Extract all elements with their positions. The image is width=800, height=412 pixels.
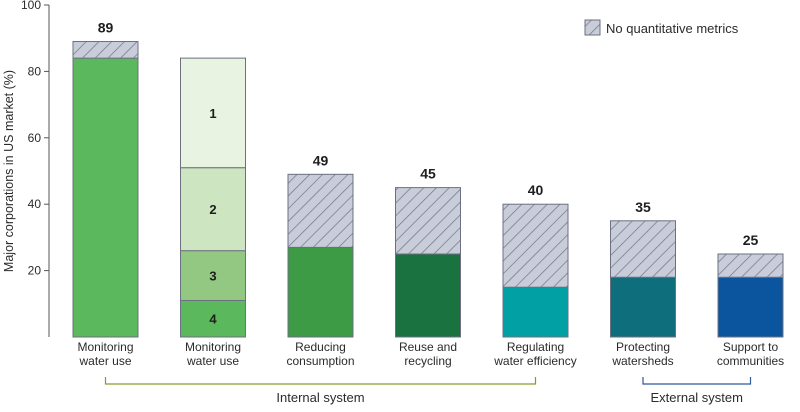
bar-segment [72, 57, 139, 338]
x-tick-label: consumption [286, 354, 354, 368]
bar-segment [395, 253, 461, 338]
segment-label: 1 [209, 106, 216, 121]
bar-value-label: 35 [635, 199, 651, 215]
bar-segment-no-metrics [287, 173, 354, 248]
bar-group [72, 41, 139, 338]
bar-value-label: 40 [528, 182, 544, 198]
x-tick-label: Monitoring [185, 340, 241, 354]
y-tick-label: 40 [28, 197, 42, 211]
bar-segment [180, 57, 246, 169]
legend-swatch [584, 19, 601, 36]
x-tick-label: Regulating [507, 340, 564, 354]
y-axis-label: Major corporations in US market (%) [2, 70, 16, 272]
bar-value-label: 25 [743, 232, 759, 248]
bar-segment-no-metrics [610, 220, 676, 278]
y-tick-label: 60 [28, 131, 42, 145]
bar-group [502, 203, 569, 338]
bar-value-label: 45 [420, 166, 436, 182]
segment-label: 2 [209, 202, 216, 217]
x-tick-label: water efficiency [493, 354, 576, 368]
bar-group [717, 253, 784, 338]
x-tick-label: communities [717, 354, 784, 368]
external-system-label: External system [651, 390, 743, 405]
bar-segment-no-metrics [395, 187, 461, 255]
bar-group [610, 220, 676, 338]
x-tick-label: water use [78, 354, 131, 368]
segment-label: 3 [209, 269, 216, 284]
y-tick-label: 100 [21, 0, 41, 12]
segment-label: 4 [209, 312, 217, 327]
bar-segment [502, 286, 569, 338]
bar-segment [180, 299, 246, 338]
bar-segment-no-metrics [717, 253, 784, 278]
x-tick-label: watersheds [611, 354, 673, 368]
bar-segment-no-metrics [72, 41, 139, 59]
x-tick-label: Support to [723, 340, 779, 354]
internal-system-label: Internal system [276, 390, 364, 405]
y-tick-label: 20 [28, 264, 42, 278]
bar-group [180, 57, 246, 338]
x-tick-label: Protecting [616, 340, 670, 354]
bar-segment [180, 250, 246, 301]
bar-segment-no-metrics [502, 203, 569, 288]
bar-segment [717, 276, 784, 338]
bar-segment [610, 276, 676, 338]
internal-system-bracket [104, 377, 537, 385]
bar-value-label: 89 [98, 20, 114, 36]
bar-segment [180, 167, 246, 252]
external-system-bracket [642, 377, 752, 385]
x-tick-label: water use [186, 354, 239, 368]
legend-label: No quantitative metrics [606, 21, 739, 36]
bar-value-label: 49 [313, 152, 329, 168]
x-tick-label: recycling [404, 354, 451, 368]
bar-segment [287, 246, 354, 338]
y-tick-label: 80 [28, 64, 42, 78]
x-tick-label: Monitoring [77, 340, 133, 354]
bar-group [395, 187, 461, 338]
bar-group [287, 173, 354, 338]
x-tick-label: Reducing [295, 340, 346, 354]
x-tick-label: Reuse and [399, 340, 457, 354]
